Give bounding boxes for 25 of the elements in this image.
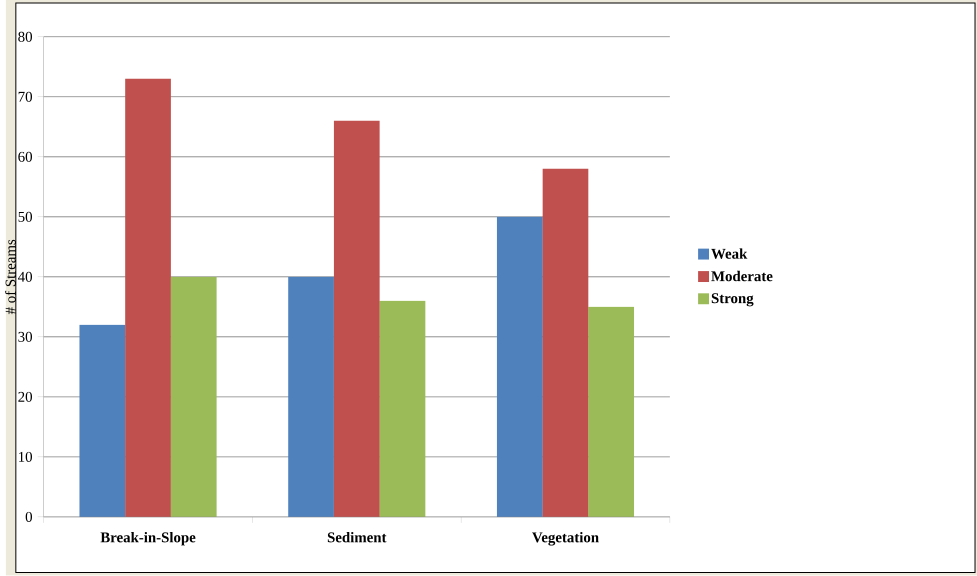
bar	[288, 277, 334, 518]
legend-label: Strong	[712, 293, 754, 307]
bar	[170, 277, 217, 518]
x-tick-label: Vegetation	[532, 532, 599, 546]
bar	[588, 307, 634, 518]
bar	[79, 325, 126, 518]
bar	[496, 217, 543, 518]
y-tick-label: 30	[18, 332, 32, 342]
y-tick-label: 40	[18, 272, 32, 282]
bar	[334, 121, 380, 518]
y-tick-label: 20	[18, 392, 32, 402]
y-tick-label: 0	[26, 512, 32, 522]
x-tick-label: Break-in-Slope	[100, 532, 196, 546]
y-tick-label: 10	[19, 452, 32, 462]
bar	[542, 169, 588, 518]
y-tick-label: 50	[18, 212, 32, 222]
legend-label: Moderate	[711, 271, 772, 282]
legend-label: Weak	[711, 248, 748, 260]
x-tick-label: Sediment	[328, 532, 386, 543]
y-tick-label: 60	[18, 152, 32, 162]
y-axis-title: # of Streams	[4, 240, 16, 314]
bar	[380, 301, 426, 518]
bar	[125, 79, 171, 518]
y-tick-label: 80	[18, 32, 32, 42]
y-tick-label: 70	[18, 92, 32, 102]
